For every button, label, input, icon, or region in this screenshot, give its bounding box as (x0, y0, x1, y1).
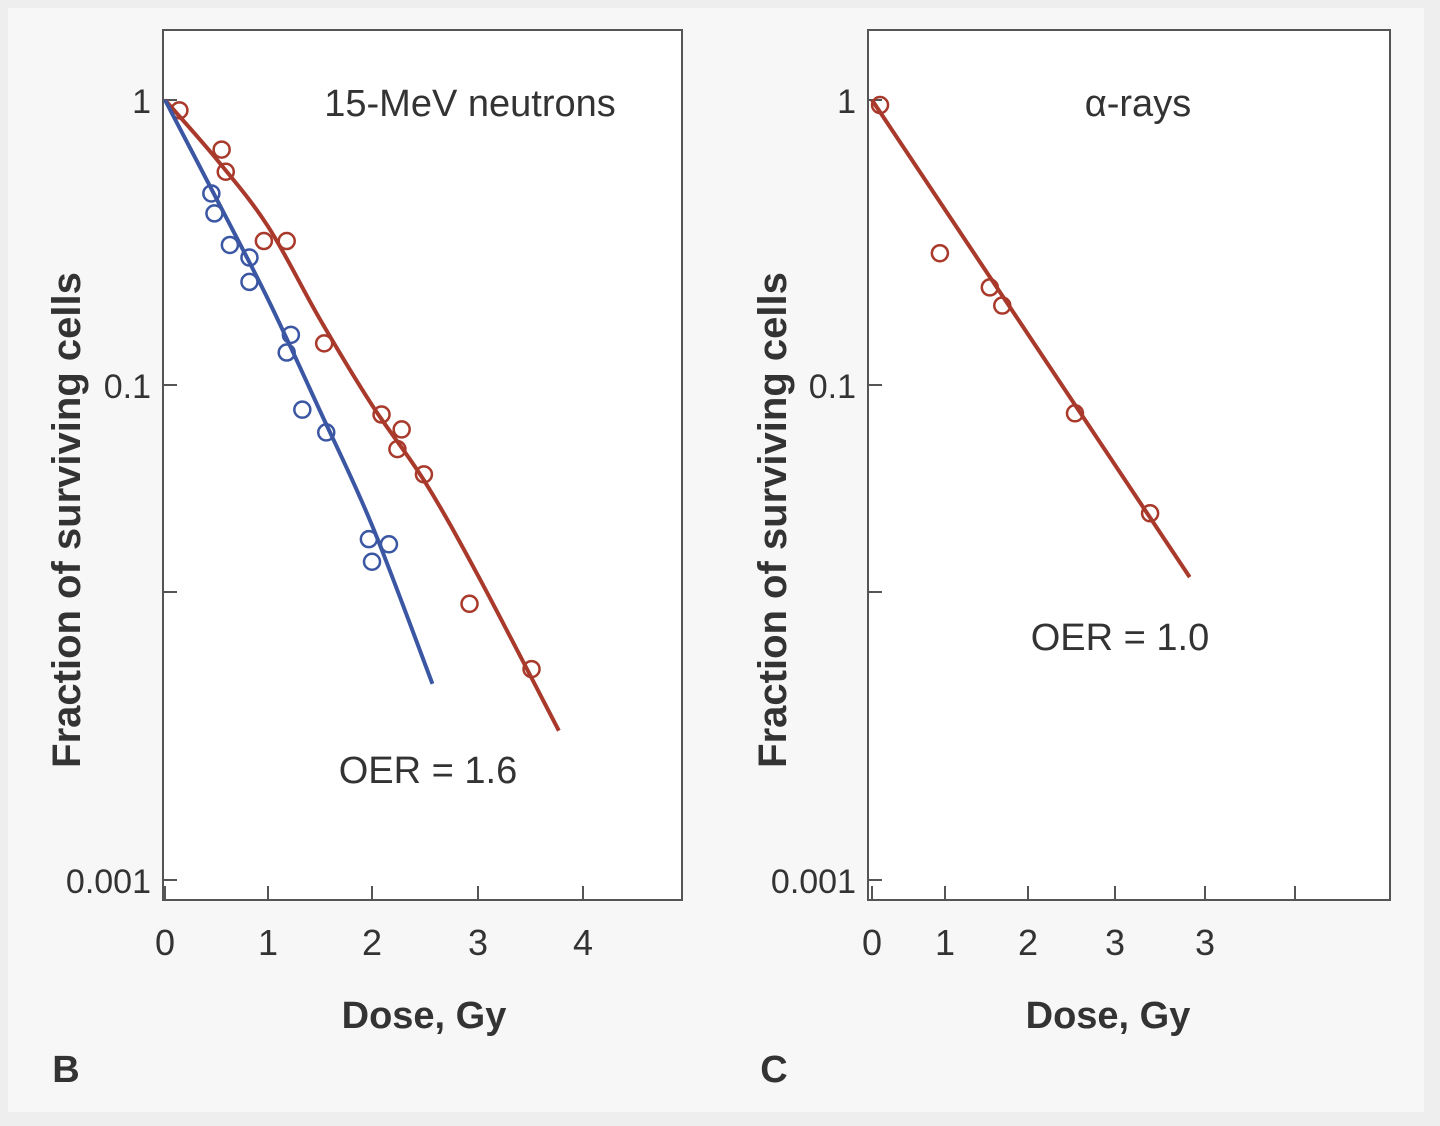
panel-b-series-0-point (216, 162, 236, 182)
y-tick-label: 0.1 (809, 368, 856, 406)
x-tick-label: 1 (258, 922, 278, 963)
panel-c-series-0-curve (870, 98, 1192, 579)
x-tick-label: 3 (468, 922, 488, 963)
panel-b-series-0-point (254, 231, 274, 251)
panel-b-label: B (52, 1049, 79, 1091)
x-tick-label: 3 (1105, 922, 1125, 963)
panel-b-series-1-point (220, 235, 240, 255)
panel-c-ylabel: Fraction of surviving cells (751, 272, 795, 768)
x-tick-label: 0 (155, 922, 175, 963)
panel-c-series-0-point (930, 243, 950, 263)
panel-b-plot-area (162, 29, 683, 901)
panel-c: α-rays OER = 1.0 Dose, Gy Fraction of su… (751, 29, 1391, 1091)
y-tick-label: 0.1 (104, 368, 151, 406)
panel-b-series-0-point (372, 405, 391, 424)
panel-b-series-0-point (392, 420, 411, 439)
y-tick-label: 1 (837, 83, 856, 121)
panel-b-series-0-point (212, 140, 231, 159)
panel-b-title: 15-MeV neutrons (324, 83, 616, 125)
panel-b-series-1-point (240, 272, 259, 292)
panel-b-series-0-point (414, 465, 434, 484)
x-tick-label: 3 (1195, 922, 1215, 963)
x-tick-label: 2 (1018, 922, 1038, 963)
panel-b-series-1-point (205, 204, 224, 223)
panel-b-series-0-point (522, 659, 541, 679)
panel-b-series-1-point (277, 343, 296, 362)
panel-c-series-0-point (1065, 404, 1085, 423)
panel-b-series-1-point (362, 552, 382, 572)
panel-b-xlabel: Dose, Gy (342, 995, 507, 1037)
panel-c-title: α-rays (1085, 83, 1191, 125)
panel-c-series-0-point (870, 95, 890, 115)
panel-b-series-1-point (359, 529, 379, 549)
panel-b-series-1-curve (163, 99, 435, 685)
panel-b-series-1-point (316, 423, 336, 442)
panel-b-series-0-point (314, 334, 334, 353)
panel-b-series-1-point (202, 184, 221, 203)
x-tick-label: 4 (573, 922, 593, 963)
panel-b-series-0-point (460, 594, 479, 614)
panel-c-plot-area (867, 29, 1391, 901)
panel-b-annotation: OER = 1.6 (339, 750, 517, 792)
x-tick-label: 0 (862, 922, 882, 963)
panel-c-annotation: OER = 1.0 (1031, 617, 1209, 659)
x-tick-label: 1 (935, 922, 955, 963)
y-tick-label: 0.001 (66, 863, 151, 901)
panel-c-xlabel: Dose, Gy (1026, 995, 1191, 1037)
panel-c-series-0-point (980, 278, 1000, 297)
panel-b-series-0-point (388, 439, 407, 459)
panel-b-series-0-point (277, 231, 296, 251)
panel-b-series-1-point (240, 248, 259, 267)
panel-b-series-1-point (379, 535, 399, 554)
panel-c-series-0-point (1140, 504, 1160, 523)
panel-b: 15-MeV neutrons OER = 1.6 Dose, Gy Fract… (45, 29, 683, 1091)
panel-c-series-0-point (993, 296, 1012, 315)
panel-b-series-1-point (281, 325, 301, 345)
panel-c-label: C (760, 1049, 787, 1091)
panel-b-series-1-point (293, 400, 312, 419)
y-tick-label: 0.001 (771, 863, 856, 901)
x-tick-label: 2 (362, 922, 382, 963)
y-tick-label: 1 (132, 83, 151, 121)
panel-b-ylabel: Fraction of surviving cells (45, 272, 89, 768)
